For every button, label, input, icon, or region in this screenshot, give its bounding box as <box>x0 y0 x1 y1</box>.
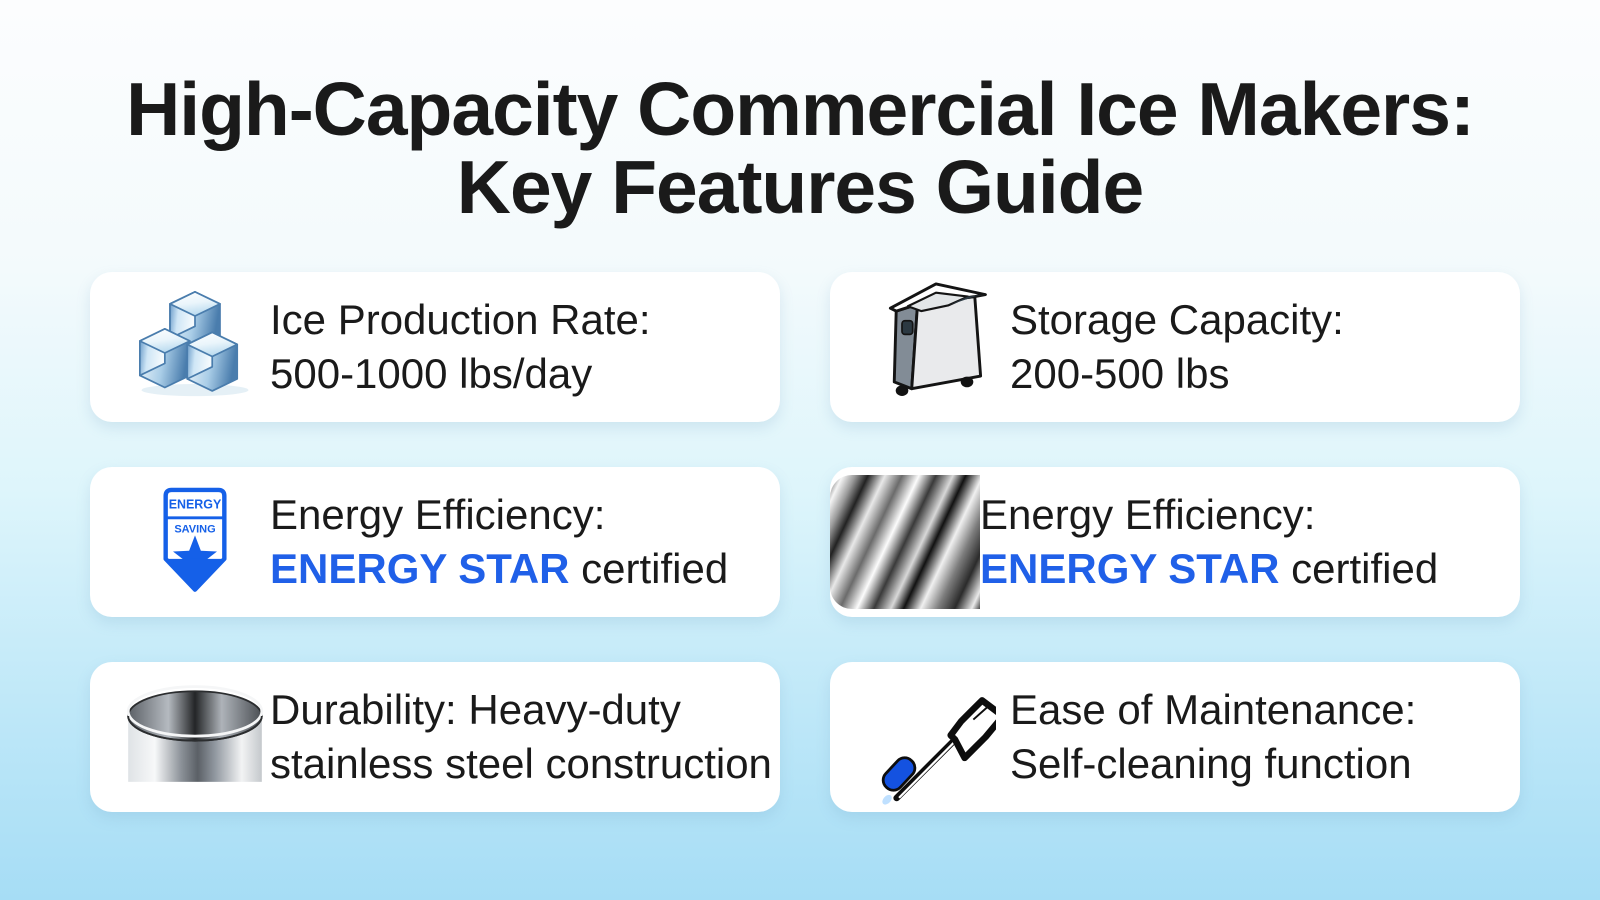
svg-text:SAVING: SAVING <box>174 523 215 535</box>
svg-text:ENERGY: ENERGY <box>169 497 222 511</box>
